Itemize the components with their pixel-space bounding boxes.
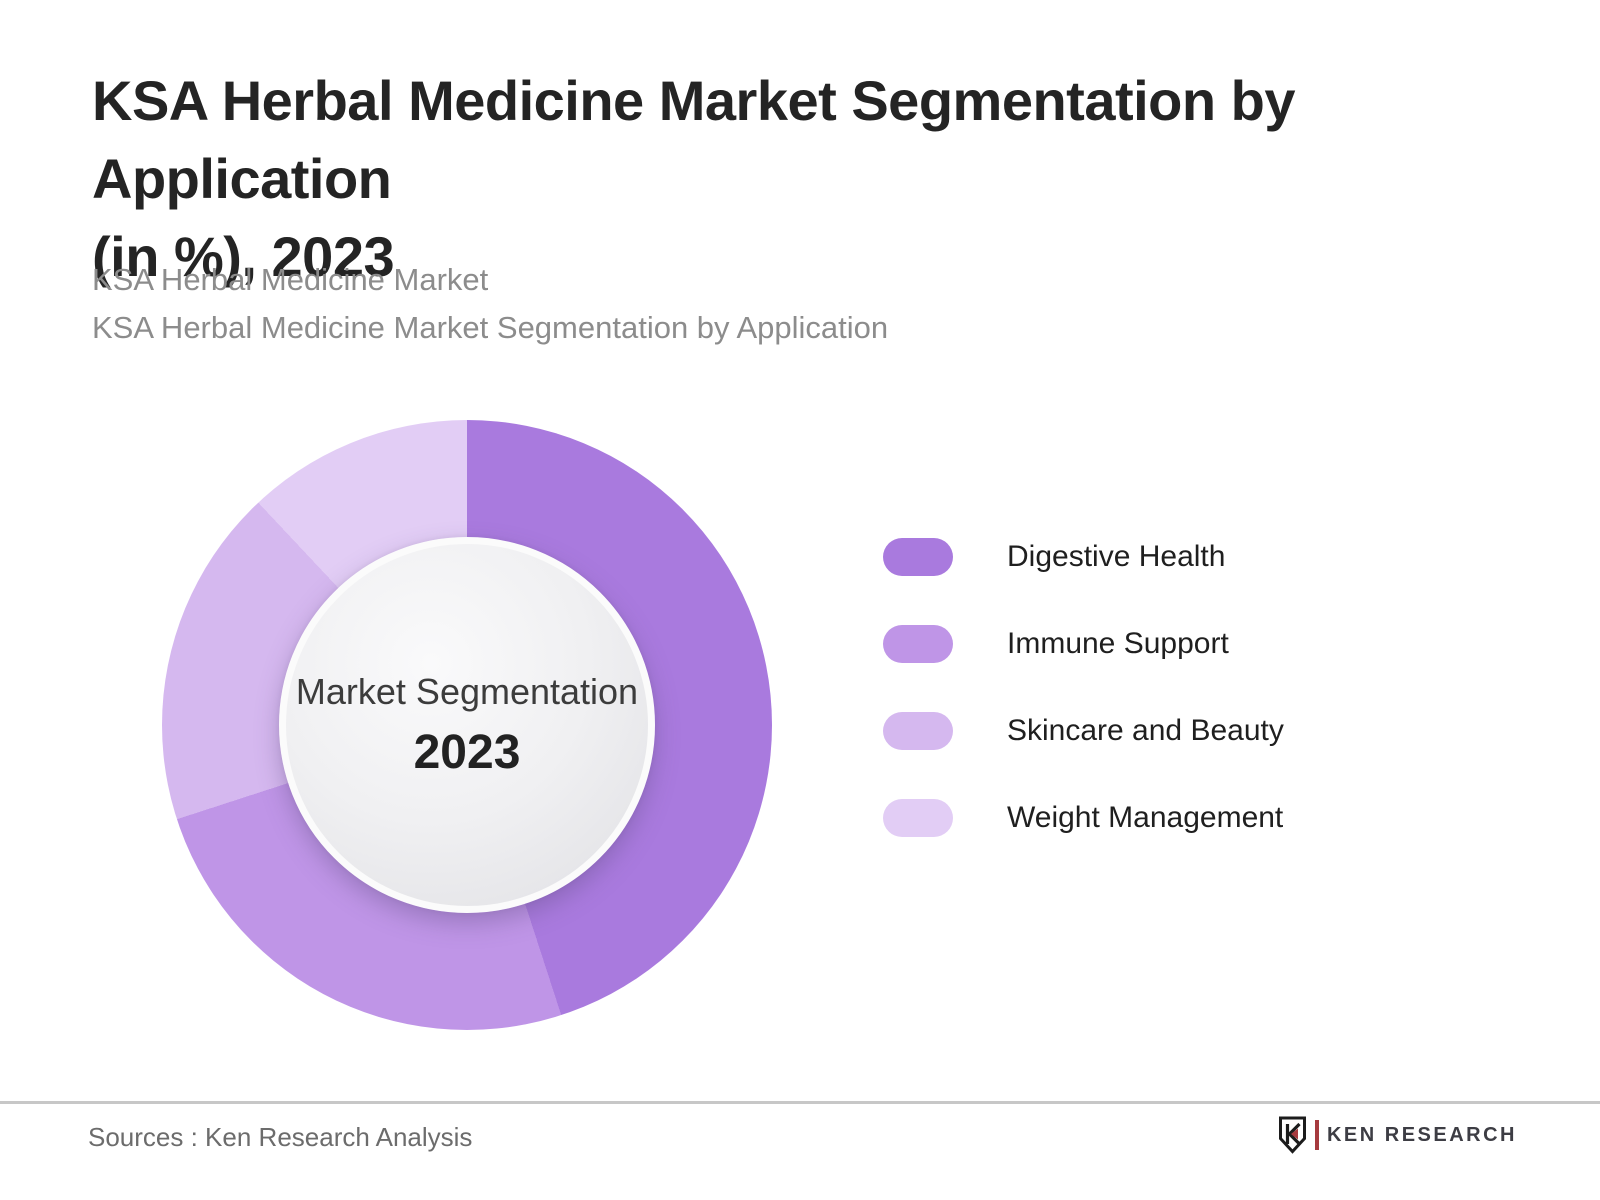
sources-text: Sources : Ken Research Analysis <box>88 1122 473 1152</box>
legend-swatch <box>883 712 953 750</box>
chart-subtitle-line2: KSA Herbal Medicine Market Segmentation … <box>92 310 889 345</box>
legend-label: Weight Management <box>1007 801 1284 834</box>
donut-chart: Market Segmentation 2023 <box>162 420 772 1030</box>
chart-legend: Digestive Health Immune Support Skincare… <box>883 538 1284 886</box>
legend-swatch <box>883 799 953 837</box>
donut-center: Market Segmentation 2023 <box>279 537 655 913</box>
legend-label: Immune Support <box>1007 627 1229 660</box>
legend-item-skincare-and-beauty: Skincare and Beauty <box>883 712 1284 750</box>
donut-center-year: 2023 <box>413 725 521 779</box>
legend-swatch <box>883 538 953 576</box>
legend-label: Skincare and Beauty <box>1007 714 1284 747</box>
legend-swatch <box>883 625 953 663</box>
logo-text: KEN RESEARCH <box>1326 1123 1517 1146</box>
legend-item-digestive-health: Digestive Health <box>883 538 1284 576</box>
chart-subtitle: KSA Herbal Medicine Market KSA Herbal Me… <box>92 256 1492 352</box>
logo-divider-bar <box>1314 1120 1319 1150</box>
page-title-line2: (in %), 2023 <box>92 225 395 288</box>
shield-k-icon <box>1278 1116 1306 1154</box>
legend-item-weight-management: Weight Management <box>883 799 1284 837</box>
chart-subtitle-line1: KSA Herbal Medicine Market <box>92 262 489 297</box>
legend-label: Digestive Health <box>1007 540 1226 573</box>
legend-item-immune-support: Immune Support <box>883 625 1284 663</box>
page-title-line1: KSA Herbal Medicine Market Segmentation … <box>92 69 1296 210</box>
footer-divider <box>0 1101 1600 1104</box>
donut-center-label: Market Segmentation <box>295 670 639 712</box>
page-title: KSA Herbal Medicine Market Segmentation … <box>92 62 1562 296</box>
ken-research-logo: KEN RESEARCH <box>1277 1112 1517 1158</box>
